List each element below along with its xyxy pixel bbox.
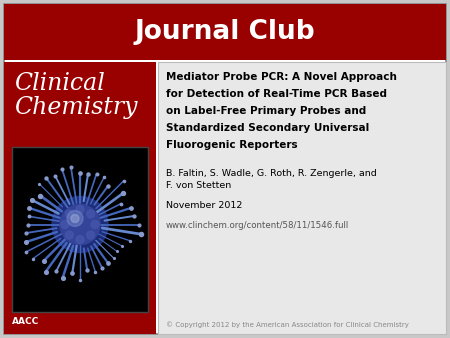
Circle shape: [61, 220, 69, 228]
Text: Clinical: Clinical: [14, 72, 105, 95]
Circle shape: [65, 231, 73, 239]
Circle shape: [67, 211, 83, 226]
Circle shape: [52, 196, 108, 252]
Text: Chemistry: Chemistry: [14, 96, 138, 119]
Bar: [158, 62, 446, 334]
Text: on Label-Free Primary Probes and: on Label-Free Primary Probes and: [166, 106, 366, 116]
Circle shape: [71, 215, 79, 222]
Text: www.clinchem.org/content/58/11/1546.full: www.clinchem.org/content/58/11/1546.full: [166, 221, 349, 230]
Text: © Copyright 2012 by the American Association for Clinical Chemistry: © Copyright 2012 by the American Associa…: [166, 321, 409, 328]
Text: Journal Club: Journal Club: [135, 19, 315, 45]
Text: November 2012: November 2012: [166, 201, 243, 210]
Text: for Detection of Real-Time PCR Based: for Detection of Real-Time PCR Based: [166, 89, 387, 99]
Bar: [12, 147, 148, 312]
Circle shape: [86, 231, 94, 239]
Circle shape: [76, 206, 84, 214]
Text: Mediator Probe PCR: A Novel Approach: Mediator Probe PCR: A Novel Approach: [166, 72, 397, 82]
Text: AACC: AACC: [12, 317, 39, 326]
Circle shape: [91, 220, 99, 228]
Text: Fluorogenic Reporters: Fluorogenic Reporters: [166, 140, 297, 150]
Circle shape: [86, 210, 94, 218]
Circle shape: [65, 210, 73, 218]
Bar: [4, 4, 446, 60]
Text: Standardized Secondary Universal: Standardized Secondary Universal: [166, 123, 369, 133]
Text: B. Faltin, S. Wadle, G. Roth, R. Zengerle, and
F. von Stetten: B. Faltin, S. Wadle, G. Roth, R. Zengerl…: [166, 169, 377, 191]
Circle shape: [60, 204, 100, 244]
Bar: [4, 62, 156, 334]
Circle shape: [76, 236, 84, 243]
